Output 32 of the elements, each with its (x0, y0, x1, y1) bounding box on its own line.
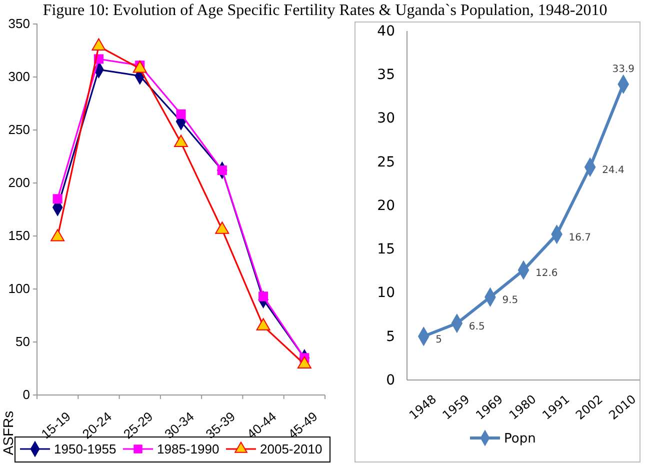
legend-label: 2005-2010 (260, 442, 322, 457)
legend-label: 1950-1955 (54, 442, 116, 457)
data-label: 33.9 (612, 64, 634, 76)
y-tick-label: 0 (22, 387, 30, 402)
y-tick-label: 25 (377, 154, 395, 170)
y-tick-label: 300 (8, 69, 30, 84)
y-tick-label: 150 (8, 228, 30, 244)
y-tick-label: 5 (386, 328, 395, 345)
data-label: 6.5 (468, 321, 485, 332)
y-tick-label: 30 (377, 110, 395, 127)
chart-title: Figure 10: Evolution of Age Specific Fertility Rates & Uganda`s Population, 1948-2010 (42, 2, 608, 19)
y-tick-label: 20 (377, 198, 395, 214)
legend-label: 1985-1990 (157, 442, 220, 457)
point (52, 194, 62, 204)
data-label: 12.6 (536, 268, 558, 280)
point (176, 109, 186, 119)
y-tick-label: 200 (8, 175, 30, 190)
data-label: 16.7 (568, 232, 592, 244)
y-tick-label: 15 (377, 242, 395, 258)
y-tick-label: 40 (377, 23, 395, 40)
y-axis-title: ASFRs (0, 410, 16, 456)
data-label: 24.4 (602, 165, 624, 176)
y-tick-label: 250 (8, 122, 30, 138)
y-tick-label: 10 (377, 285, 395, 302)
data-label: 9.5 (502, 295, 518, 306)
y-tick-label: 50 (16, 334, 30, 350)
y-tick-label: 35 (377, 67, 395, 84)
y-tick-label: 350 (8, 16, 30, 32)
data-label: 5 (436, 334, 442, 346)
y-tick-label: 0 (386, 372, 395, 388)
y-tick-label: 100 (8, 281, 30, 296)
legend-label: Popn (504, 432, 536, 447)
